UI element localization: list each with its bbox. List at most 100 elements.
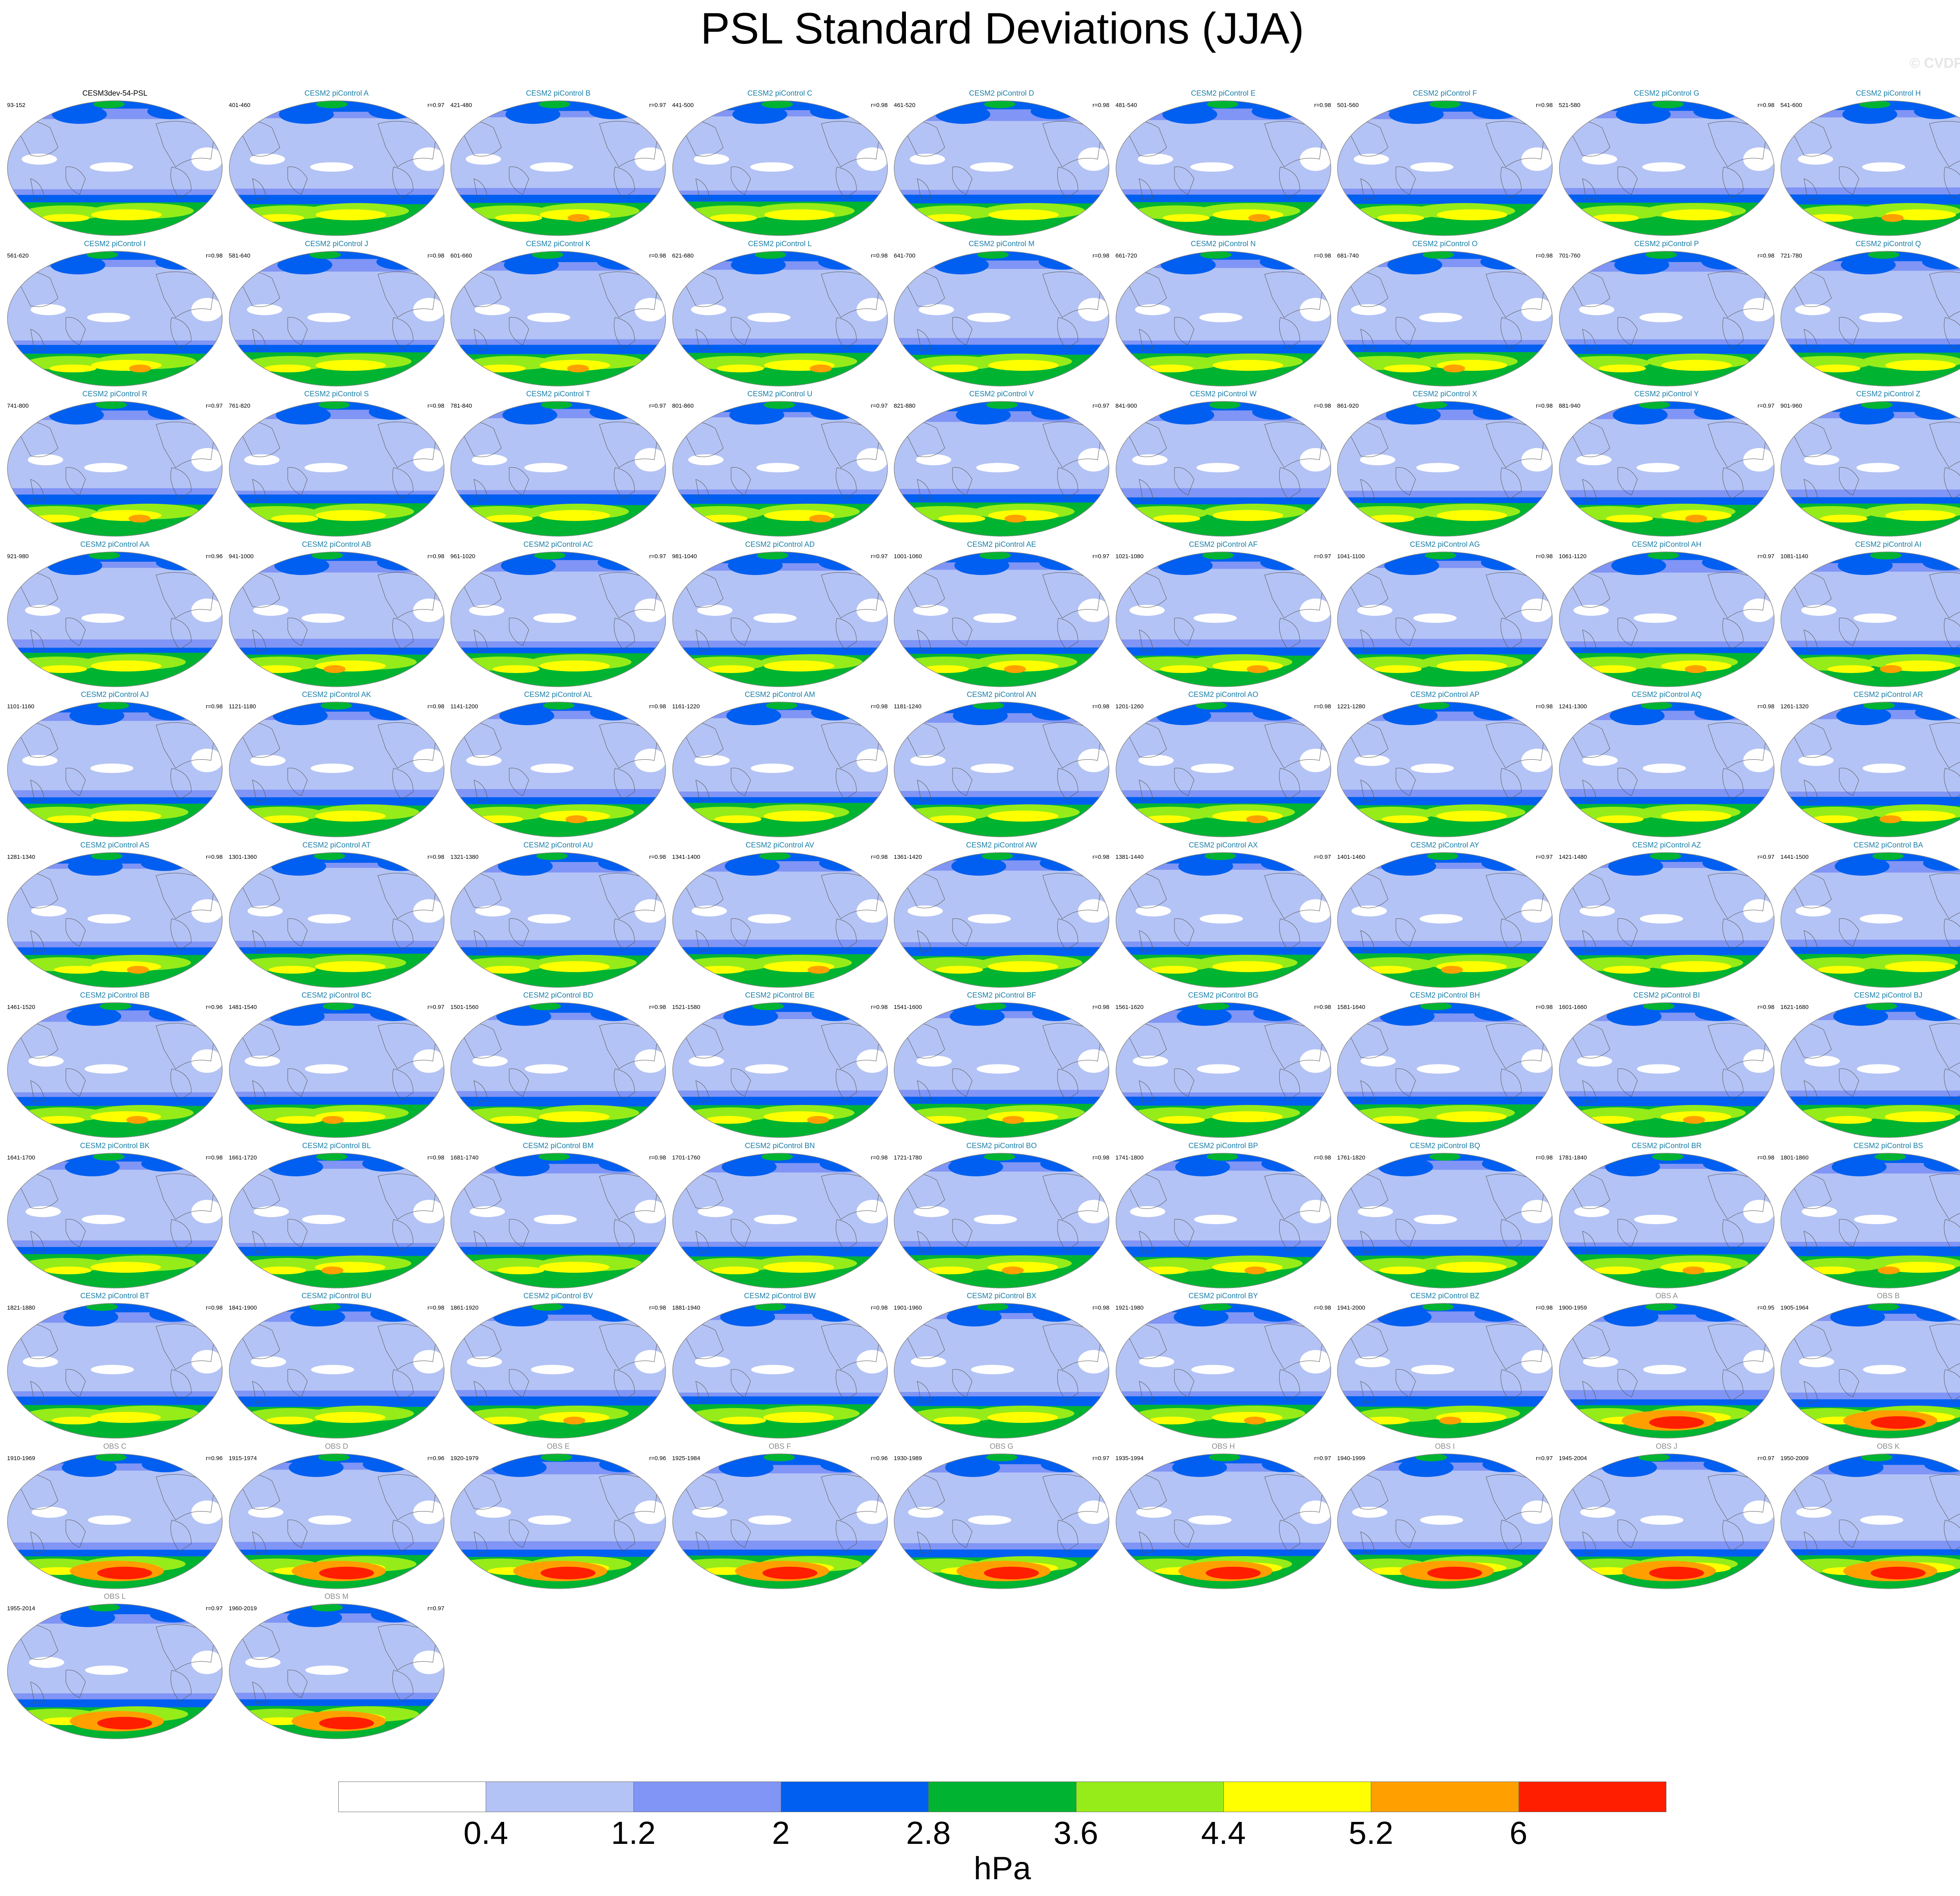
south-max-3 bbox=[1212, 510, 1283, 521]
obs-max-2 bbox=[762, 1566, 817, 1579]
tropic-low-3 bbox=[413, 749, 444, 772]
tropic-low-2 bbox=[527, 312, 570, 322]
tropic-low-3 bbox=[1299, 598, 1331, 622]
map-contours bbox=[894, 852, 1109, 987]
panel-period: 621-680 bbox=[672, 252, 694, 259]
tropic-low-3 bbox=[413, 1199, 444, 1223]
arctic-max bbox=[1202, 552, 1234, 559]
panel-period: 1945-2004 bbox=[1559, 1455, 1587, 1462]
arctic-max bbox=[1870, 552, 1902, 559]
sd-map bbox=[1115, 250, 1331, 386]
map-contours bbox=[672, 702, 887, 837]
tropic-low-1 bbox=[693, 154, 729, 165]
north-atlantic-max bbox=[1039, 554, 1087, 570]
arctic-max bbox=[1429, 101, 1461, 108]
map-contours bbox=[672, 552, 887, 687]
panel-correlation: r=0.98 bbox=[427, 252, 445, 259]
map-border bbox=[450, 1152, 666, 1288]
map-border bbox=[1559, 100, 1775, 236]
panel-title: CESM2 piControl D bbox=[969, 89, 1034, 98]
map-border bbox=[1337, 401, 1553, 537]
sd-map bbox=[1559, 401, 1775, 537]
north-pacific-max bbox=[1836, 706, 1891, 725]
map-panel: CESM2 piControl E 481-540 r=0.98 bbox=[1112, 89, 1334, 238]
map-border bbox=[450, 1303, 666, 1439]
south-max-3 bbox=[987, 1412, 1058, 1423]
panel-period: 1861-1920 bbox=[450, 1305, 479, 1311]
tropic-low-1 bbox=[1360, 1056, 1396, 1067]
map-border bbox=[229, 401, 445, 537]
map-panel: OBS D 1915-1974 r=0.96 bbox=[226, 1442, 448, 1591]
arctic-max bbox=[1647, 552, 1679, 559]
panel-correlation: r=0.97 bbox=[427, 1004, 445, 1011]
map-contours bbox=[1559, 1003, 1774, 1138]
model-max bbox=[1882, 214, 1904, 222]
panel-period: 961-1020 bbox=[450, 553, 475, 560]
north-pacific-max bbox=[1833, 1007, 1888, 1026]
sd-map bbox=[229, 1152, 445, 1288]
antarctic-band bbox=[1338, 1432, 1552, 1438]
panel-correlation: r=0.98 bbox=[206, 853, 223, 860]
tropic-low-2 bbox=[1639, 914, 1683, 924]
model-max bbox=[1246, 815, 1268, 823]
south-max-4 bbox=[1365, 965, 1412, 974]
panel-correlation: r=0.95 bbox=[1757, 1305, 1775, 1311]
tropic-low-2 bbox=[745, 1064, 788, 1074]
sd-map bbox=[1337, 1303, 1553, 1439]
arctic-max bbox=[1200, 1303, 1231, 1311]
north-atlantic-max bbox=[1482, 1156, 1529, 1172]
map-panel: CESM2 piControl BU 1841-1900 r=0.98 bbox=[226, 1292, 448, 1440]
tropic-low-2 bbox=[970, 764, 1014, 773]
tropic-low-3 bbox=[1078, 1049, 1109, 1073]
sd-map bbox=[1115, 551, 1331, 687]
map-panel: CESM2 piControl AW 1361-1420 r=0.98 bbox=[891, 841, 1112, 989]
arctic-max bbox=[1422, 1303, 1454, 1311]
sd-map bbox=[229, 100, 445, 236]
tropic-low-3 bbox=[413, 899, 444, 923]
map-panel: CESM2 piControl BW 1881-1940 r=0.98 bbox=[669, 1292, 891, 1440]
map-contours bbox=[1559, 1303, 1774, 1438]
antarctic-band bbox=[672, 1281, 887, 1288]
tropic-low-3 bbox=[1299, 1500, 1331, 1524]
arctic-max bbox=[311, 1604, 343, 1611]
model-max bbox=[567, 364, 589, 372]
tropic-low-2 bbox=[1857, 1064, 1900, 1074]
antarctic-band bbox=[1116, 680, 1331, 687]
panel-correlation: r=0.96 bbox=[206, 553, 223, 560]
south-max-3 bbox=[1212, 1111, 1283, 1122]
panel-correlation: r=0.98 bbox=[1757, 102, 1775, 109]
panel-correlation: r=0.98 bbox=[1093, 1305, 1109, 1311]
tropic-low-1 bbox=[1798, 755, 1834, 766]
panel-period: 1161-1220 bbox=[672, 703, 700, 710]
tropic-low-2 bbox=[87, 914, 131, 924]
tropic-low-2 bbox=[1410, 162, 1454, 172]
south-max-3 bbox=[91, 961, 162, 972]
south-max-4 bbox=[44, 1266, 92, 1274]
tropic-low-3 bbox=[635, 1500, 666, 1524]
south-max-3 bbox=[1885, 811, 1956, 822]
obs-max-2 bbox=[1871, 1566, 1926, 1579]
tropic-low-3 bbox=[1299, 147, 1331, 171]
map-contours bbox=[1338, 1003, 1552, 1138]
map-contours bbox=[7, 1153, 222, 1288]
panel-period: 1681-1740 bbox=[450, 1154, 479, 1161]
arctic-max bbox=[1868, 251, 1900, 259]
south-max-4 bbox=[1820, 515, 1867, 523]
panel-title: CESM2 piControl W bbox=[1190, 390, 1257, 398]
panel-title: CESM2 piControl L bbox=[748, 239, 812, 248]
tropic-low-1 bbox=[28, 1056, 64, 1067]
panel-period: 1621-1680 bbox=[1780, 1004, 1809, 1011]
north-pacific-max bbox=[1178, 856, 1233, 876]
sd-map bbox=[1780, 1303, 1960, 1439]
panel-correlation: r=0.98 bbox=[1093, 853, 1109, 860]
south-max-3 bbox=[1885, 359, 1956, 371]
south-max-4 bbox=[1379, 1266, 1426, 1274]
tropic-low-3 bbox=[1078, 1500, 1109, 1524]
antarctic-band bbox=[7, 680, 222, 687]
panel-correlation: r=0.98 bbox=[206, 703, 223, 710]
continent-outlines bbox=[458, 1473, 659, 1554]
north-atlantic-max bbox=[377, 554, 424, 570]
map-contours bbox=[1338, 1453, 1552, 1589]
arctic-max bbox=[763, 1453, 795, 1461]
